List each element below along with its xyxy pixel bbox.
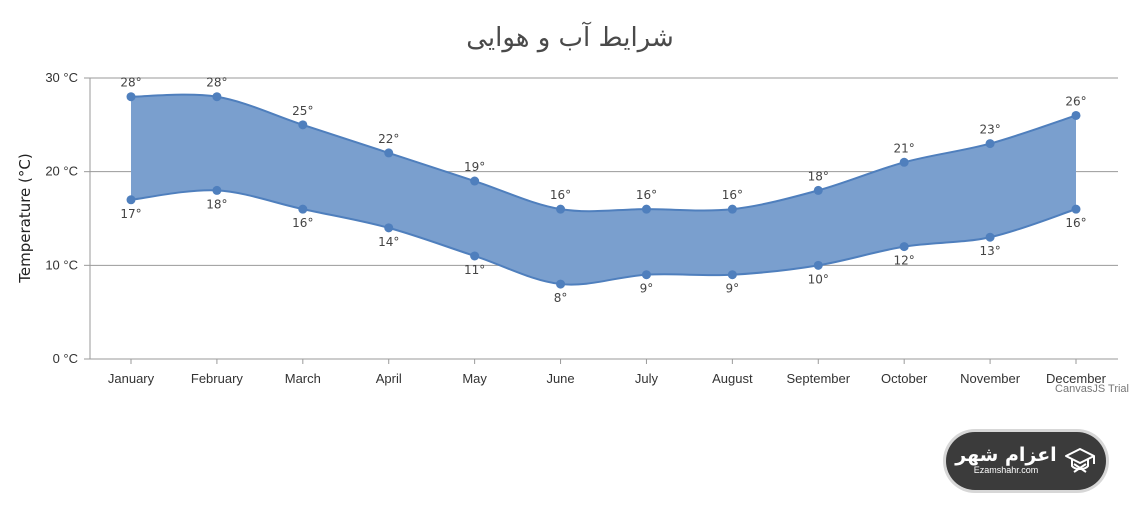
high-marker[interactable] (641, 204, 651, 214)
low-line (130, 189, 1077, 286)
low-marker[interactable] (899, 242, 909, 252)
data-markers (126, 92, 1081, 289)
low-data-label: 9° (726, 282, 740, 296)
high-data-label: 16° (722, 188, 743, 202)
low-marker[interactable] (641, 270, 651, 280)
low-data-label: 16° (292, 216, 313, 230)
low-marker[interactable] (727, 270, 737, 280)
x-tick-label: September (786, 371, 850, 386)
high-data-label: 28° (120, 76, 141, 90)
chart-title: شرایط آب و هوایی (466, 21, 674, 53)
high-marker[interactable] (727, 204, 737, 214)
x-tick-label: June (546, 371, 574, 386)
high-marker[interactable] (1071, 110, 1081, 120)
y-tick-label: 10 °C (45, 257, 78, 272)
range-fill (131, 94, 1076, 285)
high-marker[interactable] (126, 92, 136, 102)
low-data-label: 13° (979, 244, 1000, 258)
low-data-label: 17° (120, 207, 141, 221)
ezamshahr-logo[interactable]: اعزام شهر Ezamshahr.com (946, 432, 1106, 490)
axes: 0 °C 10 °C 20 °C 30 °C January February March A… (45, 70, 1118, 386)
high-marker[interactable] (298, 120, 308, 130)
x-tick-label: May (462, 371, 487, 386)
low-data-label: 11° (464, 263, 485, 277)
low-marker[interactable] (470, 251, 480, 261)
high-marker[interactable] (384, 148, 394, 158)
low-marker[interactable] (1071, 204, 1081, 214)
logo-name: اعزام شهر (955, 444, 1057, 467)
low-marker[interactable] (212, 185, 222, 195)
high-data-label: 28° (206, 76, 227, 90)
high-marker[interactable] (212, 92, 222, 102)
low-marker[interactable] (384, 223, 394, 233)
y-axis-title: Temperature (°C) (16, 153, 34, 283)
high-data-label: 22° (378, 132, 399, 146)
high-marker[interactable] (556, 204, 566, 214)
x-tick-label: February (191, 371, 244, 386)
low-marker[interactable] (985, 232, 995, 242)
graduation-cap-icon (1064, 448, 1095, 473)
x-tick-label: July (635, 371, 659, 386)
x-tick-label: November (960, 371, 1021, 386)
high-data-label: 26° (1065, 94, 1086, 108)
low-data-label: 8° (554, 291, 568, 305)
high-data-label: 16° (636, 188, 657, 202)
high-data-label: 21° (894, 141, 915, 155)
y-tick-label: 30 °C (45, 70, 78, 85)
low-data-label: 9° (640, 282, 654, 296)
logo-text: اعزام شهر Ezamshahr.com (955, 444, 1057, 476)
high-marker[interactable] (813, 185, 823, 195)
low-marker[interactable] (556, 279, 566, 289)
x-tick-label: January (108, 371, 155, 386)
high-data-label: 16° (550, 188, 571, 202)
high-marker[interactable] (899, 157, 909, 167)
x-tick-label: April (376, 371, 402, 386)
high-data-label: 23° (979, 123, 1000, 137)
low-data-label: 10° (808, 272, 829, 286)
low-marker[interactable] (126, 195, 136, 205)
y-tick-label: 0 °C (53, 351, 78, 366)
high-data-label: 25° (292, 104, 313, 118)
low-marker[interactable] (813, 260, 823, 270)
high-data-label: 19° (464, 160, 485, 174)
data-labels: 28° 28° 25° 22° 19° 16° 16° 16° 18° 21° 23° 26° 17° 1… (120, 76, 1086, 305)
low-marker[interactable] (298, 204, 308, 214)
high-marker[interactable] (470, 176, 480, 186)
high-marker[interactable] (985, 139, 995, 149)
x-tick-label: March (285, 371, 321, 386)
logo-domain: Ezamshahr.com (973, 465, 1039, 476)
high-line (130, 93, 1077, 213)
temperature-range-area (130, 93, 1077, 286)
low-data-label: 16° (1065, 216, 1086, 230)
x-tick-label: August (712, 371, 753, 386)
x-tick-label: October (881, 371, 928, 386)
low-data-label: 14° (378, 235, 399, 249)
low-data-label: 18° (206, 197, 227, 211)
credit-text[interactable]: CanvasJS Trial (1055, 383, 1129, 395)
high-data-label: 18° (808, 169, 829, 183)
y-tick-label: 20 °C (45, 164, 78, 179)
low-data-label: 12° (894, 254, 915, 268)
x-tick-label: December (1046, 371, 1107, 386)
